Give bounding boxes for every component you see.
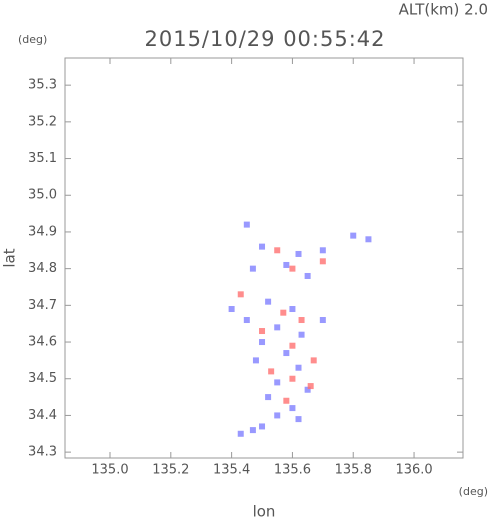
radar-echo [289, 405, 296, 412]
radar-echo [265, 394, 272, 401]
y-tick-label: 34.7 [28, 298, 57, 313]
radar-echo [280, 309, 287, 316]
radar-echo [295, 250, 302, 257]
radar-echo [259, 339, 266, 346]
y-tick-label: 34.4 [28, 408, 57, 423]
radar-echo [249, 427, 256, 434]
radar-echo [295, 416, 302, 423]
radar-echo [289, 375, 296, 382]
radar-echo [243, 221, 250, 228]
x-axis-label: lon [253, 503, 276, 521]
chart-title: 2015/10/29 00:55:42 [144, 27, 385, 51]
x-tick-label: 136.0 [395, 463, 432, 478]
y-tick-label: 34.5 [28, 371, 57, 386]
y-tick-label: 35.0 [28, 188, 57, 203]
radar-echo [298, 331, 305, 338]
x-tick-label: 135.2 [152, 463, 189, 478]
radar-echo [249, 265, 256, 272]
radar-echo [350, 232, 357, 239]
plot-frame [64, 57, 464, 459]
radar-echo [307, 383, 314, 390]
radar-echo [319, 258, 326, 265]
radar-echo [274, 247, 281, 254]
x-tick-label: 135.8 [335, 463, 372, 478]
y-tick-label: 35.2 [28, 114, 57, 129]
radar-echo [237, 291, 244, 298]
x-tick-label: 135.0 [91, 463, 128, 478]
radar-echo [295, 364, 302, 371]
radar-echo [283, 261, 290, 268]
radar-echo [289, 342, 296, 349]
altitude-label: ALT(km) 2.0 [399, 1, 488, 19]
radar-echo [298, 317, 305, 324]
radar-echo [304, 272, 311, 279]
x-unit: (deg) [459, 485, 488, 498]
radar-echo [274, 412, 281, 419]
radar-echo [237, 430, 244, 437]
radar-echo [228, 306, 235, 313]
radar-echo [265, 298, 272, 305]
radar-echo [319, 247, 326, 254]
radar-echo [259, 328, 266, 335]
radar-echo [319, 317, 326, 324]
radar-echo [289, 306, 296, 313]
radar-echo [304, 386, 311, 393]
y-tick-label: 34.3 [28, 445, 57, 460]
y-tick-label: 34.9 [28, 224, 57, 239]
radar-echo [365, 236, 372, 243]
y-unit: (deg) [18, 33, 47, 46]
y-tick-label: 35.3 [28, 78, 57, 93]
y-tick-label: 35.1 [28, 151, 57, 166]
radar-echo [252, 357, 259, 364]
radar-echo [310, 357, 317, 364]
x-tick-label: 135.4 [213, 463, 250, 478]
radar-echo [259, 423, 266, 430]
radar-echo [289, 265, 296, 272]
x-tick-label: 135.6 [274, 463, 311, 478]
radar-echo [283, 397, 290, 404]
y-tick-label: 34.6 [28, 335, 57, 350]
radar-echo [259, 243, 266, 250]
radar-echo [274, 324, 281, 331]
radar-echo [283, 350, 290, 357]
radar-echo [274, 379, 281, 386]
y-tick-label: 34.8 [28, 261, 57, 276]
radar-echo [243, 317, 250, 324]
y-axis-label: lat [1, 248, 19, 267]
radar-echo [268, 368, 275, 375]
